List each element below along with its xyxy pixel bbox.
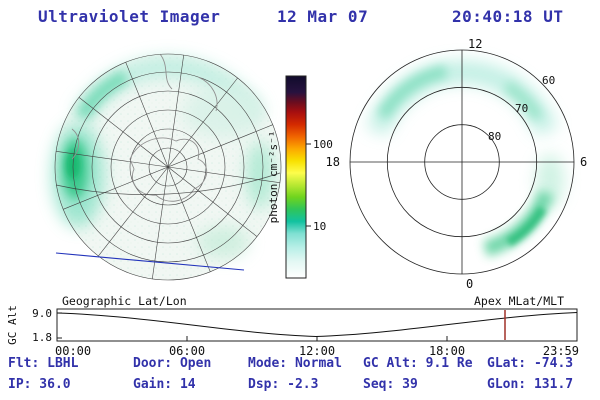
status-gain: Gain: 14 — [133, 377, 196, 392]
xtick-1800: 18:00 — [429, 344, 465, 358]
gc-alt-axis-title: GC Alt — [6, 305, 19, 345]
gc-alt-curve — [56, 312, 578, 338]
mlat-ring-label-70: 70 — [515, 102, 528, 115]
apex-aurora-emission — [367, 60, 564, 257]
mlt-label-6: 6 — [580, 155, 587, 169]
gc-alt-ymax-label: 9.0 — [32, 307, 52, 320]
xtick-0600: 06:00 — [169, 344, 205, 358]
status-glon: GLon: 131.7 — [487, 377, 574, 392]
status-flt: Flt: LBHL — [8, 356, 79, 371]
apex-plot: 12 0 18 6 60 70 80 — [326, 37, 588, 291]
terminator-line — [55, 172, 281, 195]
map-aurora-emission — [52, 57, 274, 258]
header-date: 12 Mar 07 — [277, 7, 369, 26]
left-panel-label: Geographic Lat/Lon — [62, 294, 187, 308]
apex-grid — [349, 49, 575, 275]
mlat-ring-label-60: 60 — [542, 74, 555, 87]
spacecraft-track-line — [55, 252, 245, 271]
colorbar-gradient — [285, 75, 307, 279]
gc-alt-chart: Geographic Lat/Lon Apex MLat/MLT 9.0 1.8… — [6, 294, 579, 358]
colorbar-tick-label-100: 100 — [313, 138, 333, 151]
header-time: 20:40:18 UT — [452, 7, 564, 26]
xtick-1200: 12:00 — [299, 344, 335, 358]
status-ip: IP: 36.0 — [8, 377, 71, 392]
mlt-label-0: 0 — [466, 277, 473, 291]
colorbar: 100 10 photon cm⁻²s⁻¹ — [267, 75, 333, 279]
colorbar-tick-label-10: 10 — [313, 220, 326, 233]
right-panel-label: Apex MLat/MLT — [474, 294, 564, 308]
geographic-map — [52, 53, 282, 281]
mlt-label-18: 18 — [326, 155, 340, 169]
status-door: Door: Open — [133, 356, 212, 371]
xtick-0000: 00:00 — [55, 344, 91, 358]
gc-alt-ymin-label: 1.8 — [32, 331, 52, 344]
status-mode: Mode: Normal — [248, 356, 342, 371]
status-glat: GLat: -74.3 — [487, 356, 574, 371]
mlt-label-12: 12 — [468, 37, 482, 51]
colorbar-units-label: photon cm⁻²s⁻¹ — [267, 131, 280, 224]
xtick-2359: 23:59 — [543, 344, 579, 358]
status-gcalt: GC Alt: 9.1 Re — [363, 356, 473, 371]
status-seq: Seq: 39 — [363, 377, 418, 392]
status-dsp: Dsp: -2.3 — [248, 377, 319, 392]
page-title: Ultraviolet Imager — [38, 7, 221, 26]
mlat-ring-label-80: 80 — [488, 130, 501, 143]
